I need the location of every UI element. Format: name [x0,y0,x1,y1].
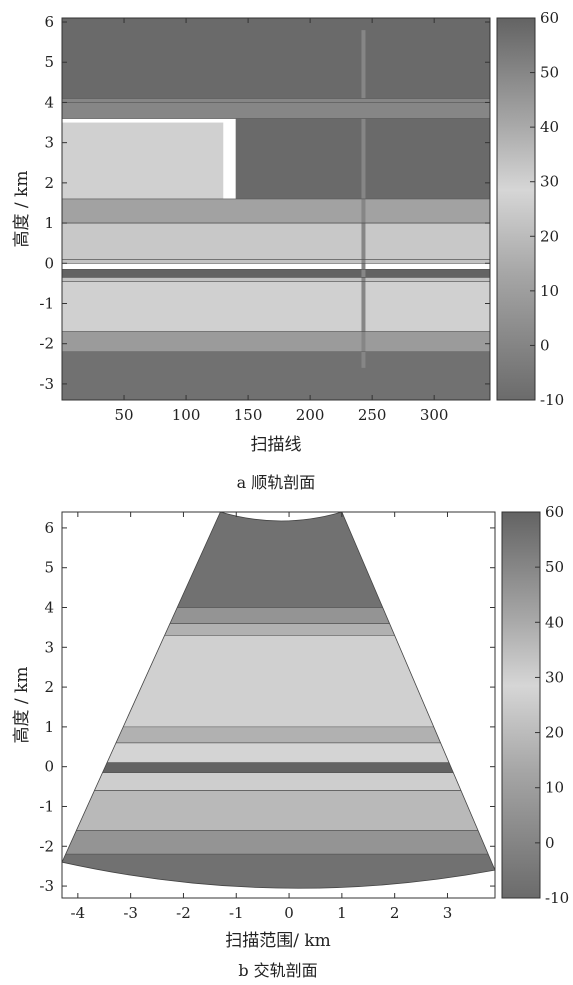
lower-background [62,351,490,400]
x-tick-label: 300 [420,406,449,424]
mirror-fringe [62,281,490,332]
colorbar-tick-label: 10 [545,779,564,797]
fringe-lower [62,772,495,791]
plot-area-b [62,512,495,898]
colorbar-tick-label: 50 [540,64,559,82]
upper-background [62,18,490,103]
colorbar-tick-label: 0 [540,336,550,354]
colorbar-tick-label: 20 [540,227,559,245]
fringe-layer [62,223,490,260]
x-tick-label: 2 [390,904,400,922]
top-boundary-layer [62,98,490,119]
y-tick-label: 1 [44,214,54,232]
x-tick-label: -4 [71,904,86,922]
y-tick-label: 0 [44,758,54,776]
axes-ticks-a: 50 100 150 200 250 300 -3 -2 -1 0 1 2 3 4 5 6 [39,13,490,424]
y-tick-label: 3 [44,638,54,656]
y-tick-label: 3 [44,134,54,152]
colorbar-tick-label: 20 [545,724,564,742]
x-tick-label: 0 [284,904,294,922]
y-tick-label: -2 [39,335,54,353]
colorbar-tick-label: 50 [545,558,564,576]
fringe-upper [62,742,495,763]
surface-band-upper [62,259,490,264]
x-axis-label-a: 扫描线 [251,435,302,455]
x-tick-label: 250 [358,406,387,424]
mirror-cloud [62,790,495,831]
colorbar-tick-label: 40 [545,613,564,631]
x-axis-label-b: 扫描范围/ km [225,931,331,951]
y-tick-label: 2 [44,678,54,696]
y-tick-label: -1 [39,294,54,312]
mid-layer [62,198,490,224]
mirror-layer [62,331,490,352]
x-tick-label: 150 [234,406,263,424]
y-tick-label: 0 [44,254,54,272]
y-tick-label: -3 [39,375,54,393]
axes-ticks-b: -4 -3 -2 -1 0 1 2 3 -3 -2 -1 0 1 2 3 4 5 6 [39,512,495,922]
colorbar-tick-label: 60 [540,9,559,27]
layer-bands [62,18,490,400]
colorbar-ticks-a: -10 0 10 20 30 40 50 60 [530,9,564,409]
colorbar-tick-label: 40 [540,118,559,136]
fan-mask-bottom [62,862,495,898]
y-tick-label: 5 [44,559,54,577]
y-tick-label: 6 [44,13,54,31]
surface-echo [62,269,490,278]
fan-outline [62,512,495,889]
colorbar-tick-label: 10 [540,282,559,300]
plot-area-a [62,18,490,400]
colorbar-tick-label: -10 [540,391,564,409]
surface-echo [62,762,495,773]
colorbar-b [501,511,541,899]
colorbar-a [496,17,536,401]
y-tick-label: -3 [39,877,54,895]
colorbar-tick-label: -10 [545,889,569,907]
plot-frame-b [61,511,496,899]
y-tick-label: 2 [44,174,54,192]
surface-band-lower [62,277,490,282]
y-tick-label: 1 [44,718,54,736]
colorbar-tick-label: 60 [545,503,564,521]
x-tick-label: 200 [296,406,325,424]
x-tick-label: 100 [172,406,201,424]
colorbar-tick-label: 30 [545,668,564,686]
x-tick-label: 3 [443,904,453,922]
caption-b: b 交轨剖面 [238,961,317,980]
x-tick-label: -3 [123,904,138,922]
y-tick-label: 4 [44,599,54,617]
x-tick-label: 1 [337,904,347,922]
y-axis-label-a: 高度 / km [12,171,32,248]
y-tick-label: 5 [44,53,54,71]
plot-frame-a [61,17,491,401]
mirror-layer [62,830,495,855]
colorbar-ticks-b: -10 0 10 20 30 40 50 60 [535,503,569,907]
caption-a: a 顺轨剖面 [237,473,316,492]
y-tick-label: -1 [39,797,54,815]
x-tick-label: 50 [114,406,133,424]
colorbar-tick-label: 0 [545,834,555,852]
contour-lines [62,98,490,353]
x-tick-label: -1 [229,904,244,922]
y-tick-label: -2 [39,837,54,855]
y-tick-label: 4 [44,93,54,111]
y-axis-label-b: 高度 / km [12,667,32,744]
colorbar-tick-label: 30 [540,173,559,191]
x-tick-label: -2 [176,904,191,922]
y-tick-label: 6 [44,519,54,537]
